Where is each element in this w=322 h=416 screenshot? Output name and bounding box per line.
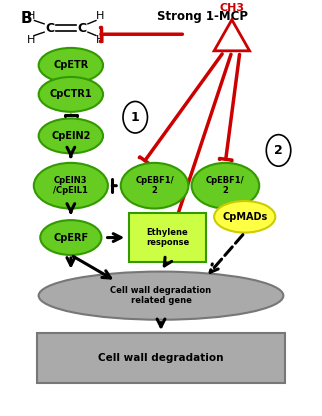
Ellipse shape [39,119,103,154]
Text: Cell wall degradation: Cell wall degradation [98,353,224,363]
Text: CpEIN3
/CpEIL1: CpEIN3 /CpEIL1 [53,176,88,196]
Text: H: H [96,35,104,45]
Ellipse shape [192,163,259,208]
Text: CpEBF1/
2: CpEBF1/ 2 [206,176,245,196]
Text: 1: 1 [131,111,140,124]
Ellipse shape [39,272,283,320]
Text: Cell wall degradation
related gene: Cell wall degradation related gene [110,286,212,305]
Text: CpEIN2: CpEIN2 [51,131,90,141]
Ellipse shape [40,220,101,255]
Text: H: H [26,35,35,45]
Text: B: B [21,11,33,26]
Text: H: H [96,10,104,20]
Ellipse shape [214,201,275,233]
Text: Strong 1-MCP: Strong 1-MCP [157,10,248,23]
Text: CpETR: CpETR [53,60,89,70]
Ellipse shape [121,163,188,208]
Text: C: C [45,22,54,35]
FancyBboxPatch shape [37,333,285,383]
Ellipse shape [34,163,108,208]
Text: C: C [78,22,87,35]
Text: CpMADs: CpMADs [222,212,267,222]
Ellipse shape [39,77,103,112]
Text: CpCTR1: CpCTR1 [50,89,92,99]
Text: Ethylene
response: Ethylene response [146,228,189,247]
Text: H: H [26,10,35,20]
Text: CpEBF1/
2: CpEBF1/ 2 [135,176,174,196]
Ellipse shape [39,48,103,83]
Text: CpERF: CpERF [53,233,89,243]
Text: CH3: CH3 [219,2,244,12]
FancyBboxPatch shape [129,213,206,262]
Text: 2: 2 [274,144,283,157]
